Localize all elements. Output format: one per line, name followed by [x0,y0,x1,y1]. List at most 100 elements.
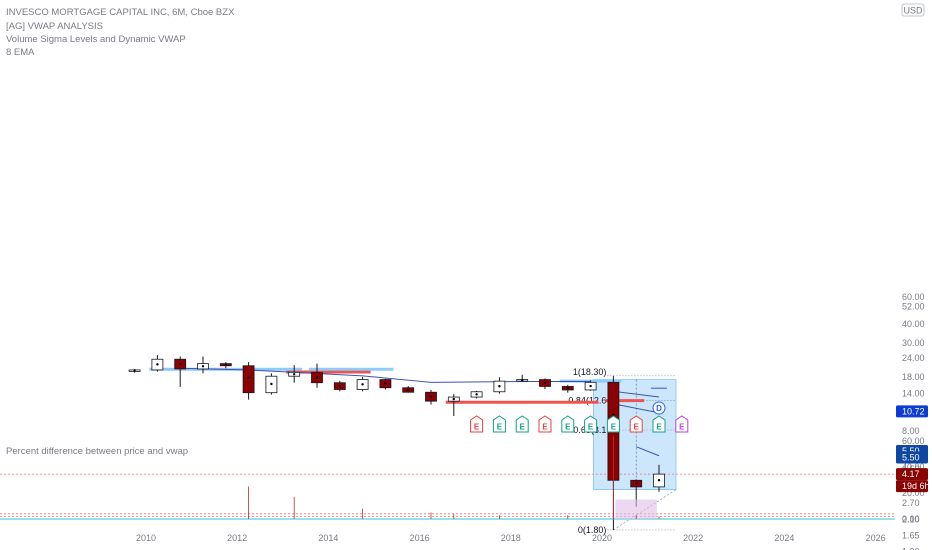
sigma-levels [0,367,895,475]
lower-y-tick: 40.00 [902,462,925,472]
time-tick: 2010 [136,533,156,543]
earnings-marker-label: E [497,423,503,432]
time-tick: 2024 [774,533,794,543]
indicator-label-ema: 8 EMA [6,47,35,58]
earnings-marker [515,415,529,433]
time-tick: 2018 [501,533,521,543]
price-tag [896,480,928,493]
time-tick: 2016 [410,533,430,543]
vwap-2020-segment [636,446,660,457]
lower-y-tick: 20.00 [902,488,925,498]
candle-midpoint [293,373,296,376]
indicator-label-volume-sigma: Volume Sigma Levels and Dynamic VWAP [6,34,186,45]
earnings-marker [492,415,506,433]
candle-midpoint [589,384,592,388]
candle-midpoint [429,395,433,398]
earnings-marker-label: E [542,423,548,432]
price-tick: 52.00 [902,301,925,311]
candle-midpoint [179,362,182,366]
price-tick: 18.00 [902,372,925,382]
price-tick: 30.00 [902,338,925,348]
price-tick: 2.70 [902,498,920,508]
vwap-lines [180,367,667,457]
candle-midpoint [498,385,501,388]
price-tags: 10.72 5.505.50 4.17 19d 6h [896,405,930,493]
price-tick: 1.30 [902,547,920,550]
candle-body [242,365,255,394]
candle-midpoint [407,388,410,392]
price-tag [896,468,928,481]
earnings-marker [538,415,552,433]
vwap-2020-segment [613,390,660,398]
earnings-marker [470,415,484,433]
price-tick: 1.65 [902,531,920,541]
candle-midpoint [543,381,547,385]
earnings-marker [675,415,689,433]
lower-pane: Percent difference between price and vwa… [0,435,925,524]
candle-midpoint [566,386,569,390]
price-tag-label: 19d 6h [902,481,930,491]
earnings-marker-label: E [588,423,594,432]
time-tick: 2022 [683,533,703,543]
dividend-marker-label: D [656,404,662,413]
lower-y-tick: 0.00 [902,514,920,524]
earnings-marker-label: E [474,423,480,432]
price-tag-label: 4.17 [902,469,920,479]
candle-midpoint [657,479,661,482]
candle-midpoint [315,376,319,379]
price-tick: 40.00 [902,319,925,329]
currency-badge[interactable]: USD [901,3,925,17]
price-tag-label: 10.72 [902,406,925,416]
candle-midpoint [612,413,615,416]
earnings-marker [629,415,643,433]
fib-level-label: 1(18.30) [573,367,607,377]
price-tick: 60.00 [902,292,925,302]
event-markers[interactable]: E E E E E E E E E D E [470,401,689,433]
lower-pane-label: Percent difference between price and vwa… [6,446,188,457]
fib-level-label: 0.84(12.6 [568,396,606,406]
earnings-marker [561,415,575,433]
candle-midpoint [384,382,387,385]
price-tag [896,451,928,464]
price-tick: 2.10 [902,515,920,525]
price-tag-label: 5.50 [902,446,920,456]
price-tick: 24.00 [902,353,925,363]
earnings-marker-label: E [679,423,685,432]
fib-box [593,379,677,490]
candle-midpoint [635,482,638,485]
dividend-marker [652,401,666,415]
time-tick: 2014 [318,533,338,543]
time-tick: 2020 [592,533,612,543]
lower-highlight [615,499,657,519]
candle-midpoint [338,384,341,388]
lower-y-tick: 60.00 [902,436,925,446]
vwap-2020-segment [613,403,660,414]
indicator-label-vwap-analysis: [AG] VWAP ANALYSIS [6,21,103,32]
earnings-marker [652,415,666,433]
time-tick: 2026 [866,533,886,543]
time-axis[interactable]: 2010 2012 2014 2016 2018 2020 2022 2024 2026 [136,533,886,543]
candle-midpoint [270,382,273,386]
price-tick: 8.00 [902,426,920,436]
price-axis[interactable]: 60.0052.0040.0030.0024.0018.0014.008.004… [902,292,925,550]
candle-midpoint [133,369,136,372]
price-tag-label: 5.50 [902,453,920,463]
earnings-marker-label: E [611,423,617,432]
chart-title: INVESCO MORTGAGE CAPITAL INC, 6M, Cboe B… [6,7,235,18]
candle-midpoint [156,363,159,366]
earnings-marker [584,415,598,433]
candle-midpoint [452,397,455,401]
vwap-line [180,367,591,383]
fib-level-label: 0(1.80) [578,525,607,535]
earnings-marker-label: E [634,423,640,432]
candle-midpoint [475,393,478,396]
candle-midpoint [361,383,364,386]
candle-midpoint [521,379,524,382]
earnings-marker-label: E [520,423,526,432]
currency-label: USD [903,6,923,16]
earnings-marker [606,415,620,433]
candle-midpoint [201,365,205,368]
price-tick: 14.00 [902,389,925,399]
time-tick: 2012 [227,533,247,543]
